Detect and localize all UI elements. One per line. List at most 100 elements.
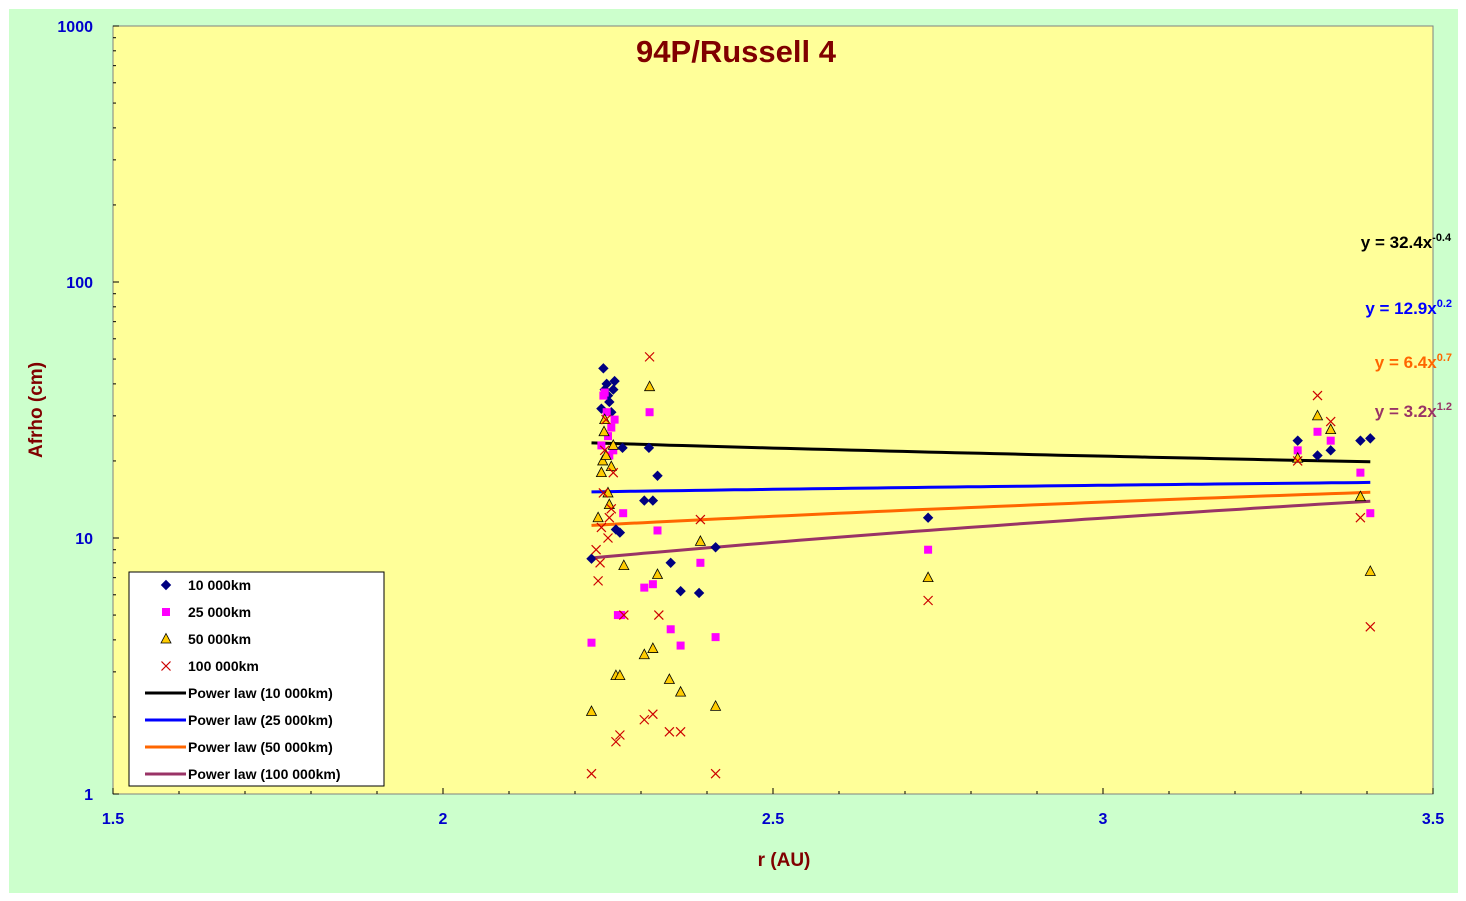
y-tick-label: 100 xyxy=(66,275,93,292)
data-point xyxy=(695,514,706,525)
data-point xyxy=(1292,451,1304,463)
data-point xyxy=(593,575,604,586)
trendline-equation: y = 3.2x1.2 xyxy=(1375,401,1452,421)
x-tick-label: 3 xyxy=(1099,811,1108,828)
y-tick-label: 1 xyxy=(84,787,93,804)
data-point xyxy=(586,553,597,564)
y-tick-label: 10 xyxy=(75,531,93,548)
data-point xyxy=(675,585,686,597)
data-point xyxy=(647,642,659,653)
data-point xyxy=(1292,435,1303,446)
data-point xyxy=(696,558,705,567)
data-point xyxy=(161,661,171,671)
data-point xyxy=(674,685,687,697)
data-point xyxy=(160,632,172,644)
data-point xyxy=(647,495,659,506)
data-point xyxy=(1325,445,1336,456)
data-point xyxy=(1356,468,1365,477)
data-point xyxy=(610,415,619,424)
data-point xyxy=(617,611,626,620)
data-point xyxy=(1312,390,1323,401)
trendline-equation: y = 32.4x-0.4 xyxy=(1361,232,1452,252)
data-point xyxy=(604,512,615,523)
data-point xyxy=(617,442,628,454)
data-point xyxy=(643,442,655,454)
data-point xyxy=(587,638,596,647)
x-tick-label: 2 xyxy=(439,811,448,828)
legend-label: Power law (100 000km) xyxy=(188,766,341,782)
legend-label: 100 000km xyxy=(188,658,259,674)
data-point xyxy=(595,557,606,568)
data-point xyxy=(604,396,615,408)
data-point xyxy=(592,511,604,523)
data-point xyxy=(1312,450,1323,461)
legend-label: 25 000km xyxy=(188,604,251,620)
axis-ticks xyxy=(112,25,1434,795)
y-tick-label: 1000 xyxy=(57,19,93,36)
data-point xyxy=(666,625,675,634)
data-point xyxy=(922,512,934,523)
data-point xyxy=(606,503,617,514)
legend-label: Power law (50 000km) xyxy=(188,739,333,755)
data-point xyxy=(664,726,675,737)
data-point xyxy=(601,414,611,425)
data-point xyxy=(1355,512,1366,523)
data-point xyxy=(598,363,609,374)
data-point xyxy=(675,726,686,737)
data-point xyxy=(645,408,654,417)
legend-label: 10 000km xyxy=(188,577,251,593)
data-point xyxy=(162,608,170,616)
data-point xyxy=(598,487,609,498)
data-point xyxy=(603,498,615,510)
data-point xyxy=(1313,427,1322,436)
data-point xyxy=(1354,490,1367,502)
data-point xyxy=(607,423,616,432)
data-point xyxy=(608,384,619,395)
y-axis-label: Afrho (cm) xyxy=(26,362,47,458)
data-point xyxy=(1311,409,1324,421)
data-point xyxy=(1325,423,1337,435)
trendline xyxy=(591,441,1371,464)
data-point xyxy=(693,587,705,599)
trendline xyxy=(591,490,1371,527)
data-point xyxy=(652,470,663,481)
data-point xyxy=(619,509,628,518)
data-point xyxy=(1365,621,1376,632)
data-point xyxy=(709,699,722,711)
data-point xyxy=(924,545,933,554)
data-point xyxy=(603,533,613,543)
data-point xyxy=(610,736,621,747)
data-point xyxy=(653,526,662,535)
data-point xyxy=(598,425,610,437)
chart-title: 94P/Russell 4 xyxy=(636,34,837,69)
x-tick-label: 1.5 xyxy=(102,811,124,828)
x-tick-label: 3.5 xyxy=(1422,811,1444,828)
data-point xyxy=(599,445,610,456)
data-point xyxy=(160,579,172,591)
legend-label: Power law (10 000km) xyxy=(188,685,333,701)
tick-labels: 1.5 2 2.5 3 3.5 1 10 100 1000 xyxy=(57,19,1444,828)
trendline xyxy=(591,480,1371,494)
trendlines xyxy=(591,441,1371,560)
data-point xyxy=(609,375,620,387)
data-point xyxy=(653,610,664,620)
data-point xyxy=(585,705,598,716)
data-point xyxy=(597,441,606,450)
data-point xyxy=(591,544,602,555)
data-point xyxy=(1292,456,1303,466)
trendline-equation: y = 12.9x0.2 xyxy=(1365,298,1452,318)
data-point xyxy=(711,633,720,642)
data-point xyxy=(923,595,934,606)
x-tick-label: 2.5 xyxy=(762,811,784,828)
data-point xyxy=(614,730,625,740)
data-point xyxy=(614,669,626,681)
data-point xyxy=(663,673,676,684)
data-point xyxy=(647,709,658,720)
data-markers xyxy=(585,351,1376,779)
x-axis-label: r (AU) xyxy=(758,850,811,871)
trendline-equations: y = 32.4x-0.4 y = 12.9x0.2 y = 6.4x0.7 y = … xyxy=(1361,232,1452,421)
data-point xyxy=(586,768,597,779)
data-point xyxy=(607,439,619,450)
data-point xyxy=(639,495,650,506)
